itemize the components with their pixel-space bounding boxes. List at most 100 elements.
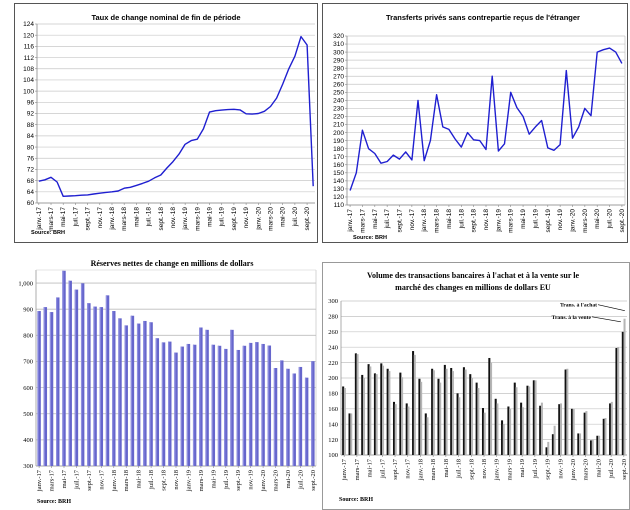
bar-highlight [248,342,251,466]
x-tick-label: mars-18 [123,470,130,491]
bar-achat [509,408,512,455]
x-tick-label: mai-17 [367,458,374,477]
bar [292,373,296,466]
bar-highlight [124,325,126,466]
bar-achat [439,382,442,455]
bar-achat [559,403,562,455]
bar-achat [464,369,467,455]
bar-achat [401,377,404,455]
bar-vente [564,369,567,455]
bar-highlight [298,366,300,466]
x-tick-label: sept.-17 [86,469,93,491]
x-tick-label: juil.-19 [223,470,230,490]
bar-highlight [49,312,52,466]
bar-vente [386,368,389,455]
x-tick-label: mars-20 [267,207,274,231]
series-line [349,47,623,191]
bar-highlight [112,311,114,466]
bar-achat [458,397,461,455]
x-tick-label: sept.-20 [310,470,317,491]
bar-highlight [230,329,232,466]
bar-highlight [87,303,89,466]
bar-highlight [143,320,145,466]
y-tick-label: 80 [27,144,35,151]
x-tick-label: mai-18 [443,459,450,477]
y-tick-label: 270 [333,73,344,80]
bar-highlight [205,329,207,466]
exchange-rate-chart-panel: Taux de change nominal de fin de période… [14,3,318,243]
x-tick-label: mars-19 [506,459,513,480]
chart-source: Source: BRH [353,235,387,241]
x-tick-label: juil.-20 [292,207,299,228]
x-tick-label: sept.-18 [161,470,168,491]
x-tick-label: juil.-18 [458,209,465,230]
y-tick-label: 290 [333,57,344,64]
bar-vente [424,413,427,455]
bar [149,322,153,466]
bar [161,342,166,466]
y-tick-label: 180 [328,391,338,398]
y-tick-label: 100 [23,88,34,95]
x-tick-label: sept.-18 [158,207,165,231]
bar-achat [591,439,594,455]
y-tick-label: 210 [333,122,344,129]
x-tick-label: nov.-18 [483,209,490,231]
bar-highlight [74,289,76,466]
x-tick-label: mars-17 [359,209,366,233]
chart-title-line-2: marché des changes en millions de dollar… [395,283,551,292]
bar [224,348,228,466]
x-tick-label: janv.-20 [569,209,576,233]
bar-achat [502,424,505,455]
y-tick-label: 76 [27,155,35,162]
x-tick-label: mai-19 [207,207,214,227]
bar-achat [585,411,588,455]
bar-highlight [43,307,45,466]
bar [242,345,247,466]
x-tick-label: mai-19 [210,470,217,488]
bar [124,325,128,466]
x-tick-label: mars-18 [121,207,128,231]
x-tick-label: mars-20 [273,470,280,491]
bar-highlight [80,283,83,466]
bar [37,311,41,466]
bar [87,303,91,466]
bar-achat [579,433,582,455]
bar-achat [445,368,448,455]
x-tick-label: mai-17 [61,469,68,488]
x-tick-label: juil.-19 [532,209,539,230]
x-tick-label: janv.-17 [341,458,348,481]
bar-highlight [286,368,288,466]
bar-vente [475,382,478,455]
bar-vente [513,382,516,455]
x-tick-label: sept.-18 [471,209,478,233]
y-tick-label: 120 [23,32,34,39]
bar [56,297,60,466]
bar-achat [515,387,518,455]
bar-achat [413,354,416,455]
bar [155,338,160,466]
bar-highlight [37,311,39,466]
y-tick-label: 280 [333,65,344,72]
y-tick-label: 200 [333,130,344,137]
bar-achat [388,371,391,455]
bar [80,283,85,466]
x-tick-label: nov.-19 [248,470,255,490]
bar [74,289,79,466]
x-tick-label: nov.-18 [170,207,177,229]
x-tick-label: janv.-17 [347,209,354,233]
bank-transactions-chart-panel: Volume des transactions bancaires à l'ac… [322,262,630,510]
y-tick-label: 280 [328,314,338,321]
bar [93,306,97,466]
bar [174,352,178,466]
bar [68,280,72,466]
x-tick-label: sept.-18 [468,459,475,480]
bar-vente [526,385,529,455]
bar-vente [558,404,561,455]
bar-highlight [292,373,294,466]
chart-source: Source: BRH [37,499,71,505]
y-tick-label: 240 [333,98,344,105]
bar-highlight [56,297,58,466]
x-tick-label: sept.-19 [545,459,552,480]
y-tick-label: 72 [27,167,35,174]
bar-vente [361,374,364,455]
